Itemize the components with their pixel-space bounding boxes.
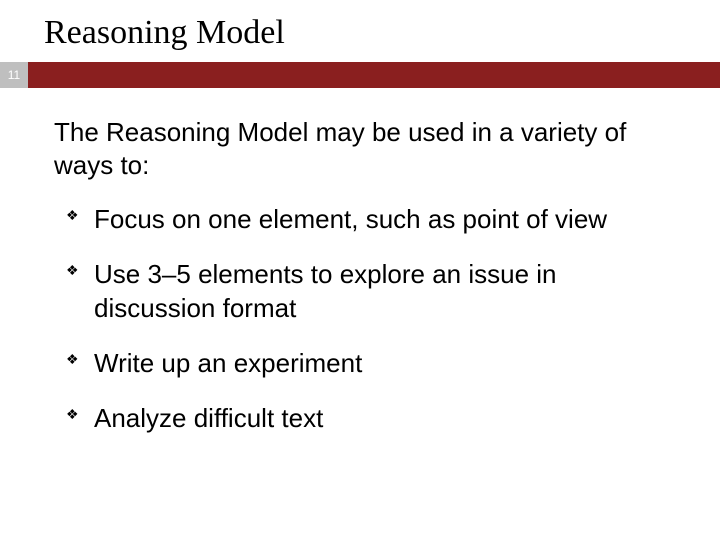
slide: Reasoning Model 11 The Reasoning Model m… bbox=[0, 0, 720, 540]
slide-body: The Reasoning Model may be used in a var… bbox=[0, 88, 720, 435]
accent-stripe bbox=[28, 62, 720, 88]
title-area: Reasoning Model bbox=[0, 0, 720, 62]
list-item: Use 3–5 elements to explore an issue in … bbox=[66, 258, 676, 325]
slide-title: Reasoning Model bbox=[44, 14, 720, 52]
page-number-box: 11 bbox=[0, 62, 28, 88]
list-item: Write up an experiment bbox=[66, 347, 676, 380]
accent-stripe-row: 11 bbox=[0, 62, 720, 88]
intro-text: The Reasoning Model may be used in a var… bbox=[54, 116, 676, 181]
list-item: Focus on one element, such as point of v… bbox=[66, 203, 676, 236]
list-item: Analyze difficult text bbox=[66, 402, 676, 435]
bullet-list: Focus on one element, such as point of v… bbox=[54, 203, 676, 435]
